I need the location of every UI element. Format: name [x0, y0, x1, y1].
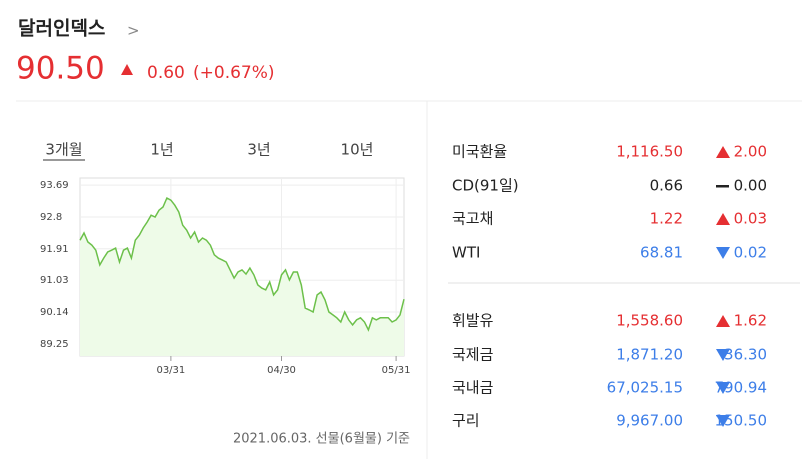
row-change: 36.30 — [724, 346, 767, 364]
row-value: 67,025.15 — [607, 379, 683, 397]
up-arrow — [716, 213, 730, 225]
row-name[interactable]: 미국환율 — [452, 143, 507, 161]
down-arrow — [716, 349, 730, 361]
x-tick-label: 03/31 — [156, 365, 185, 376]
up-arrow — [716, 146, 730, 158]
row-value: 1,871.20 — [616, 346, 683, 364]
row-change: 0.02 — [734, 244, 767, 262]
tab[interactable]: 1년 — [150, 141, 173, 159]
row-change: 2.00 — [734, 143, 767, 161]
y-tick-label: 89.25 — [40, 339, 69, 350]
row-name[interactable]: 휘발유 — [452, 312, 494, 330]
note: 2021.06.03. 선물(6월물) 기준 — [233, 432, 410, 447]
up-arrow — [716, 315, 730, 327]
row-name[interactable]: WTI — [452, 244, 480, 262]
y-tick-label: 91.03 — [40, 275, 69, 286]
row-value: 0.66 — [650, 177, 683, 195]
title[interactable]: 달러인덱스 — [18, 18, 105, 40]
row-change: 790.94 — [715, 379, 768, 397]
flat-mark — [716, 185, 729, 188]
down-arrow — [716, 382, 730, 394]
down-arrow — [716, 415, 730, 427]
row-name[interactable]: CD(91일) — [452, 177, 519, 195]
row-name[interactable]: 구리 — [452, 412, 480, 430]
y-tick-label: 90.14 — [40, 307, 69, 318]
row-change: 1.62 — [734, 312, 767, 330]
line — [79, 196, 405, 332]
row-name[interactable]: 국고채 — [452, 210, 493, 228]
row-value: 9,967.00 — [616, 412, 683, 430]
tab[interactable]: 10년 — [341, 141, 374, 159]
tab[interactable]: 3개월 — [45, 141, 82, 159]
x-tick-label: 04/30 — [267, 365, 296, 376]
y-tick-label: 93.69 — [40, 180, 69, 191]
price: 90.50 — [16, 51, 105, 87]
row-change: 0.03 — [734, 210, 767, 228]
down-arrow — [716, 247, 730, 259]
row-value: 1.22 — [650, 210, 683, 228]
up-arrow — [121, 64, 133, 75]
row-change: 150.50 — [715, 412, 768, 430]
tab[interactable]: 3년 — [247, 141, 270, 159]
row-change: 0.00 — [734, 177, 767, 195]
change-pct: (+0.67%) — [193, 63, 275, 83]
x-tick-label: 05/31 — [382, 365, 411, 376]
row-name[interactable]: 국제금 — [452, 346, 494, 364]
area — [80, 198, 404, 356]
row-value: 68.81 — [640, 244, 683, 262]
title-arrow[interactable]: > — [127, 22, 140, 40]
row-value: 1,558.60 — [616, 312, 683, 330]
change: 0.60 — [147, 63, 185, 83]
row-name[interactable]: 국내금 — [452, 379, 494, 397]
y-tick-label: 92.8 — [40, 212, 62, 223]
row-value: 1,116.50 — [616, 143, 683, 161]
y-tick-label: 91.91 — [40, 244, 69, 255]
